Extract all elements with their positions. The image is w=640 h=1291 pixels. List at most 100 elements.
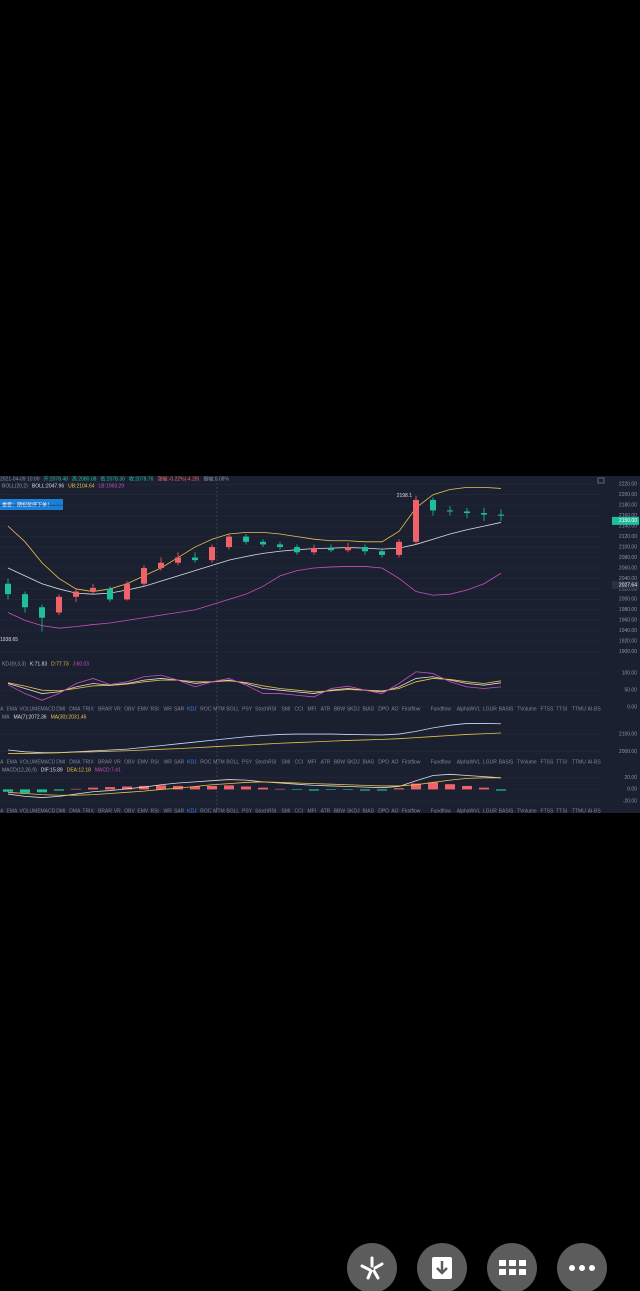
- indicator-tab[interactable]: MACD: [41, 759, 56, 765]
- indicator-tab[interactable]: AlphaWVL: [457, 808, 481, 814]
- indicator-tab[interactable]: ROC: [200, 808, 212, 814]
- indicator-tab[interactable]: TRIX: [82, 808, 94, 814]
- indicator-tab[interactable]: VOLUME: [20, 808, 42, 814]
- indicator-tab[interactable]: ATR: [321, 808, 331, 814]
- indicator-tab[interactable]: LGUR: [483, 808, 497, 814]
- indicator-tab[interactable]: BIAS: [363, 706, 375, 712]
- indicator-tab[interactable]: WR: [164, 759, 173, 765]
- indicator-tab[interactable]: MTM: [213, 808, 224, 814]
- indicator-tab[interactable]: TVolume: [517, 759, 537, 765]
- indicator-tab[interactable]: Firstflow: [402, 808, 421, 814]
- indicator-tab[interactable]: MTM: [213, 706, 224, 712]
- indicator-tab[interactable]: ROC: [200, 706, 212, 712]
- indicator-tab[interactable]: BRAR: [98, 706, 112, 712]
- indicator-tab[interactable]: BASIS: [499, 706, 514, 712]
- indicator-tab[interactable]: ATR: [321, 759, 331, 765]
- indicator-tab[interactable]: SAR: [174, 808, 185, 814]
- indicator-tab[interactable]: AI-BS: [588, 808, 602, 814]
- indicator-tab[interactable]: KDJ: [187, 759, 197, 765]
- indicator-tab[interactable]: OBV: [124, 808, 135, 814]
- indicator-tab[interactable]: ROC: [200, 759, 212, 765]
- indicator-tab[interactable]: TTSI: [556, 808, 567, 814]
- indicator-tab[interactable]: BBW: [334, 706, 346, 712]
- indicator-tab[interactable]: Fundflow: [431, 759, 452, 765]
- indicator-tab[interactable]: SMI: [281, 759, 290, 765]
- indicator-tab[interactable]: EMV: [137, 808, 149, 814]
- indicator-tab[interactable]: BOLL: [226, 808, 239, 814]
- indicator-tab[interactable]: EMA: [6, 808, 18, 814]
- indicator-tab[interactable]: DMA: [69, 706, 81, 712]
- indicator-tab[interactable]: RSI: [150, 808, 158, 814]
- indicator-tab[interactable]: AlphaWVL: [457, 706, 481, 712]
- indicator-tab[interactable]: CCI: [294, 759, 303, 765]
- indicator-tab[interactable]: TTMU: [572, 706, 586, 712]
- indicator-tab[interactable]: FTSS: [541, 706, 554, 712]
- indicator-tab[interactable]: BOLL: [226, 706, 239, 712]
- indicator-tab[interactable]: StochRSI: [255, 706, 276, 712]
- indicator-tab[interactable]: TTMU: [572, 808, 586, 814]
- indicator-tab[interactable]: MA: [0, 706, 4, 712]
- indicator-tab[interactable]: VR: [114, 759, 121, 765]
- indicator-tab[interactable]: PSY: [242, 706, 253, 712]
- indicator-tab[interactable]: RSI: [150, 759, 158, 765]
- settings-icon[interactable]: [597, 477, 605, 484]
- indicator-tab[interactable]: SAR: [174, 706, 185, 712]
- indicator-tab[interactable]: MACD: [41, 808, 56, 814]
- indicator-tab[interactable]: BASIS: [499, 759, 514, 765]
- indicator-tab[interactable]: Fundflow: [431, 706, 452, 712]
- indicator-tab[interactable]: LGUR: [483, 706, 497, 712]
- indicator-tab[interactable]: DPO: [378, 706, 389, 712]
- indicator-tab[interactable]: Firstflow: [402, 759, 421, 765]
- indicator-tab[interactable]: StochRSI: [255, 808, 276, 814]
- indicator-tab[interactable]: BRAR: [98, 759, 112, 765]
- indicator-tab[interactable]: KDJ: [187, 808, 197, 814]
- indicator-tab[interactable]: AO: [391, 808, 398, 814]
- indicator-tab[interactable]: EMV: [137, 706, 149, 712]
- indicator-tab[interactable]: BASIS: [499, 808, 514, 814]
- indicator-tab[interactable]: EMA: [6, 759, 18, 765]
- indicator-tab[interactable]: BIAS: [363, 808, 375, 814]
- indicator-tab[interactable]: CCI: [294, 706, 303, 712]
- indicator-tab[interactable]: WR: [164, 706, 173, 712]
- indicator-tab[interactable]: MFI: [308, 759, 317, 765]
- indicator-tab[interactable]: MFI: [308, 706, 317, 712]
- button-apps[interactable]: [487, 1243, 537, 1291]
- indicator-tab[interactable]: TRIX: [82, 759, 94, 765]
- indicator-tab[interactable]: EMV: [137, 759, 149, 765]
- indicator-tab[interactable]: DMI: [56, 808, 65, 814]
- indicator-tab[interactable]: DMI: [56, 706, 65, 712]
- indicator-tab[interactable]: WR: [164, 808, 173, 814]
- indicator-tab[interactable]: VR: [114, 706, 121, 712]
- indicator-tab[interactable]: KDJ: [187, 706, 197, 712]
- indicator-tab[interactable]: BIAS: [363, 759, 375, 765]
- indicator-tab[interactable]: DMA: [69, 759, 81, 765]
- indicator-tab[interactable]: FTSS: [541, 808, 554, 814]
- indicator-tab[interactable]: OBV: [124, 759, 135, 765]
- indicator-tab[interactable]: AI-BS: [588, 759, 602, 765]
- indicator-tab[interactable]: Firstflow: [402, 706, 421, 712]
- indicator-tab[interactable]: Fundflow: [431, 808, 452, 814]
- indicator-tab[interactable]: FTSS: [541, 759, 554, 765]
- indicator-tab[interactable]: MA: [0, 808, 4, 814]
- indicator-tab[interactable]: MACD: [41, 706, 56, 712]
- indicator-tab[interactable]: AI-BS: [588, 706, 602, 712]
- indicator-tab[interactable]: BOLL: [226, 759, 239, 765]
- indicator-tab[interactable]: SMI: [281, 808, 290, 814]
- indicator-tab[interactable]: SKDJ: [347, 808, 360, 814]
- indicator-tab[interactable]: PSY: [242, 759, 253, 765]
- indicator-tab[interactable]: DPO: [378, 808, 389, 814]
- indicator-tab[interactable]: PSY: [242, 808, 253, 814]
- indicator-tab[interactable]: DMA: [69, 808, 81, 814]
- indicator-tab[interactable]: SKDJ: [347, 706, 360, 712]
- indicator-tab[interactable]: SMI: [281, 706, 290, 712]
- indicator-tab[interactable]: ATR: [321, 706, 331, 712]
- indicator-tab[interactable]: TTSI: [556, 759, 567, 765]
- indicator-tab[interactable]: TVolume: [517, 706, 537, 712]
- indicator-tab[interactable]: TTSI: [556, 706, 567, 712]
- indicator-tab[interactable]: LGUR: [483, 759, 497, 765]
- indicator-tab[interactable]: SAR: [174, 759, 185, 765]
- indicator-tab[interactable]: AO: [391, 706, 398, 712]
- indicator-tab[interactable]: DMI: [56, 759, 65, 765]
- indicator-tab[interactable]: VOLUME: [20, 706, 42, 712]
- indicator-tab[interactable]: DPO: [378, 759, 389, 765]
